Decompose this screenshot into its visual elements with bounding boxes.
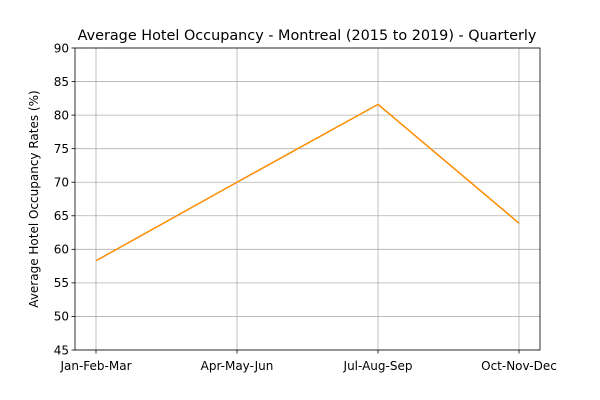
y-tick-label: 50 [54, 310, 69, 324]
y-axis-label: Average Hotel Occupancy Rates (%) [27, 90, 41, 307]
y-tick-label: 70 [54, 176, 69, 190]
y-tick-label: 80 [54, 108, 69, 122]
chart-title: Average Hotel Occupancy - Montreal (2015… [78, 28, 537, 44]
series-layer [95, 103, 520, 262]
grid-layer [75, 47, 540, 351]
y-tick-label: 85 [54, 75, 69, 89]
ticks-layer: 45 50 55 60 65 70 75 80 85 90 Jan-Feb-Mar Apr-May-J… [54, 41, 557, 373]
y-tick-label: 55 [54, 276, 69, 290]
y-tick-label: 65 [54, 209, 69, 223]
series-line [95, 103, 520, 262]
x-tick-label: Jan-Feb-Mar [59, 359, 131, 373]
y-tick-label: 90 [54, 41, 69, 55]
y-tick-label: 45 [54, 343, 69, 357]
plot-frame [74, 47, 541, 351]
x-tick-label: Oct-Nov-Dec [481, 359, 557, 373]
y-tick-label: 75 [54, 142, 69, 156]
y-tick-label: 60 [54, 243, 69, 257]
x-tick-label: Apr-May-Jun [201, 359, 274, 373]
x-tick-label: Jul-Aug-Sep [343, 359, 413, 373]
